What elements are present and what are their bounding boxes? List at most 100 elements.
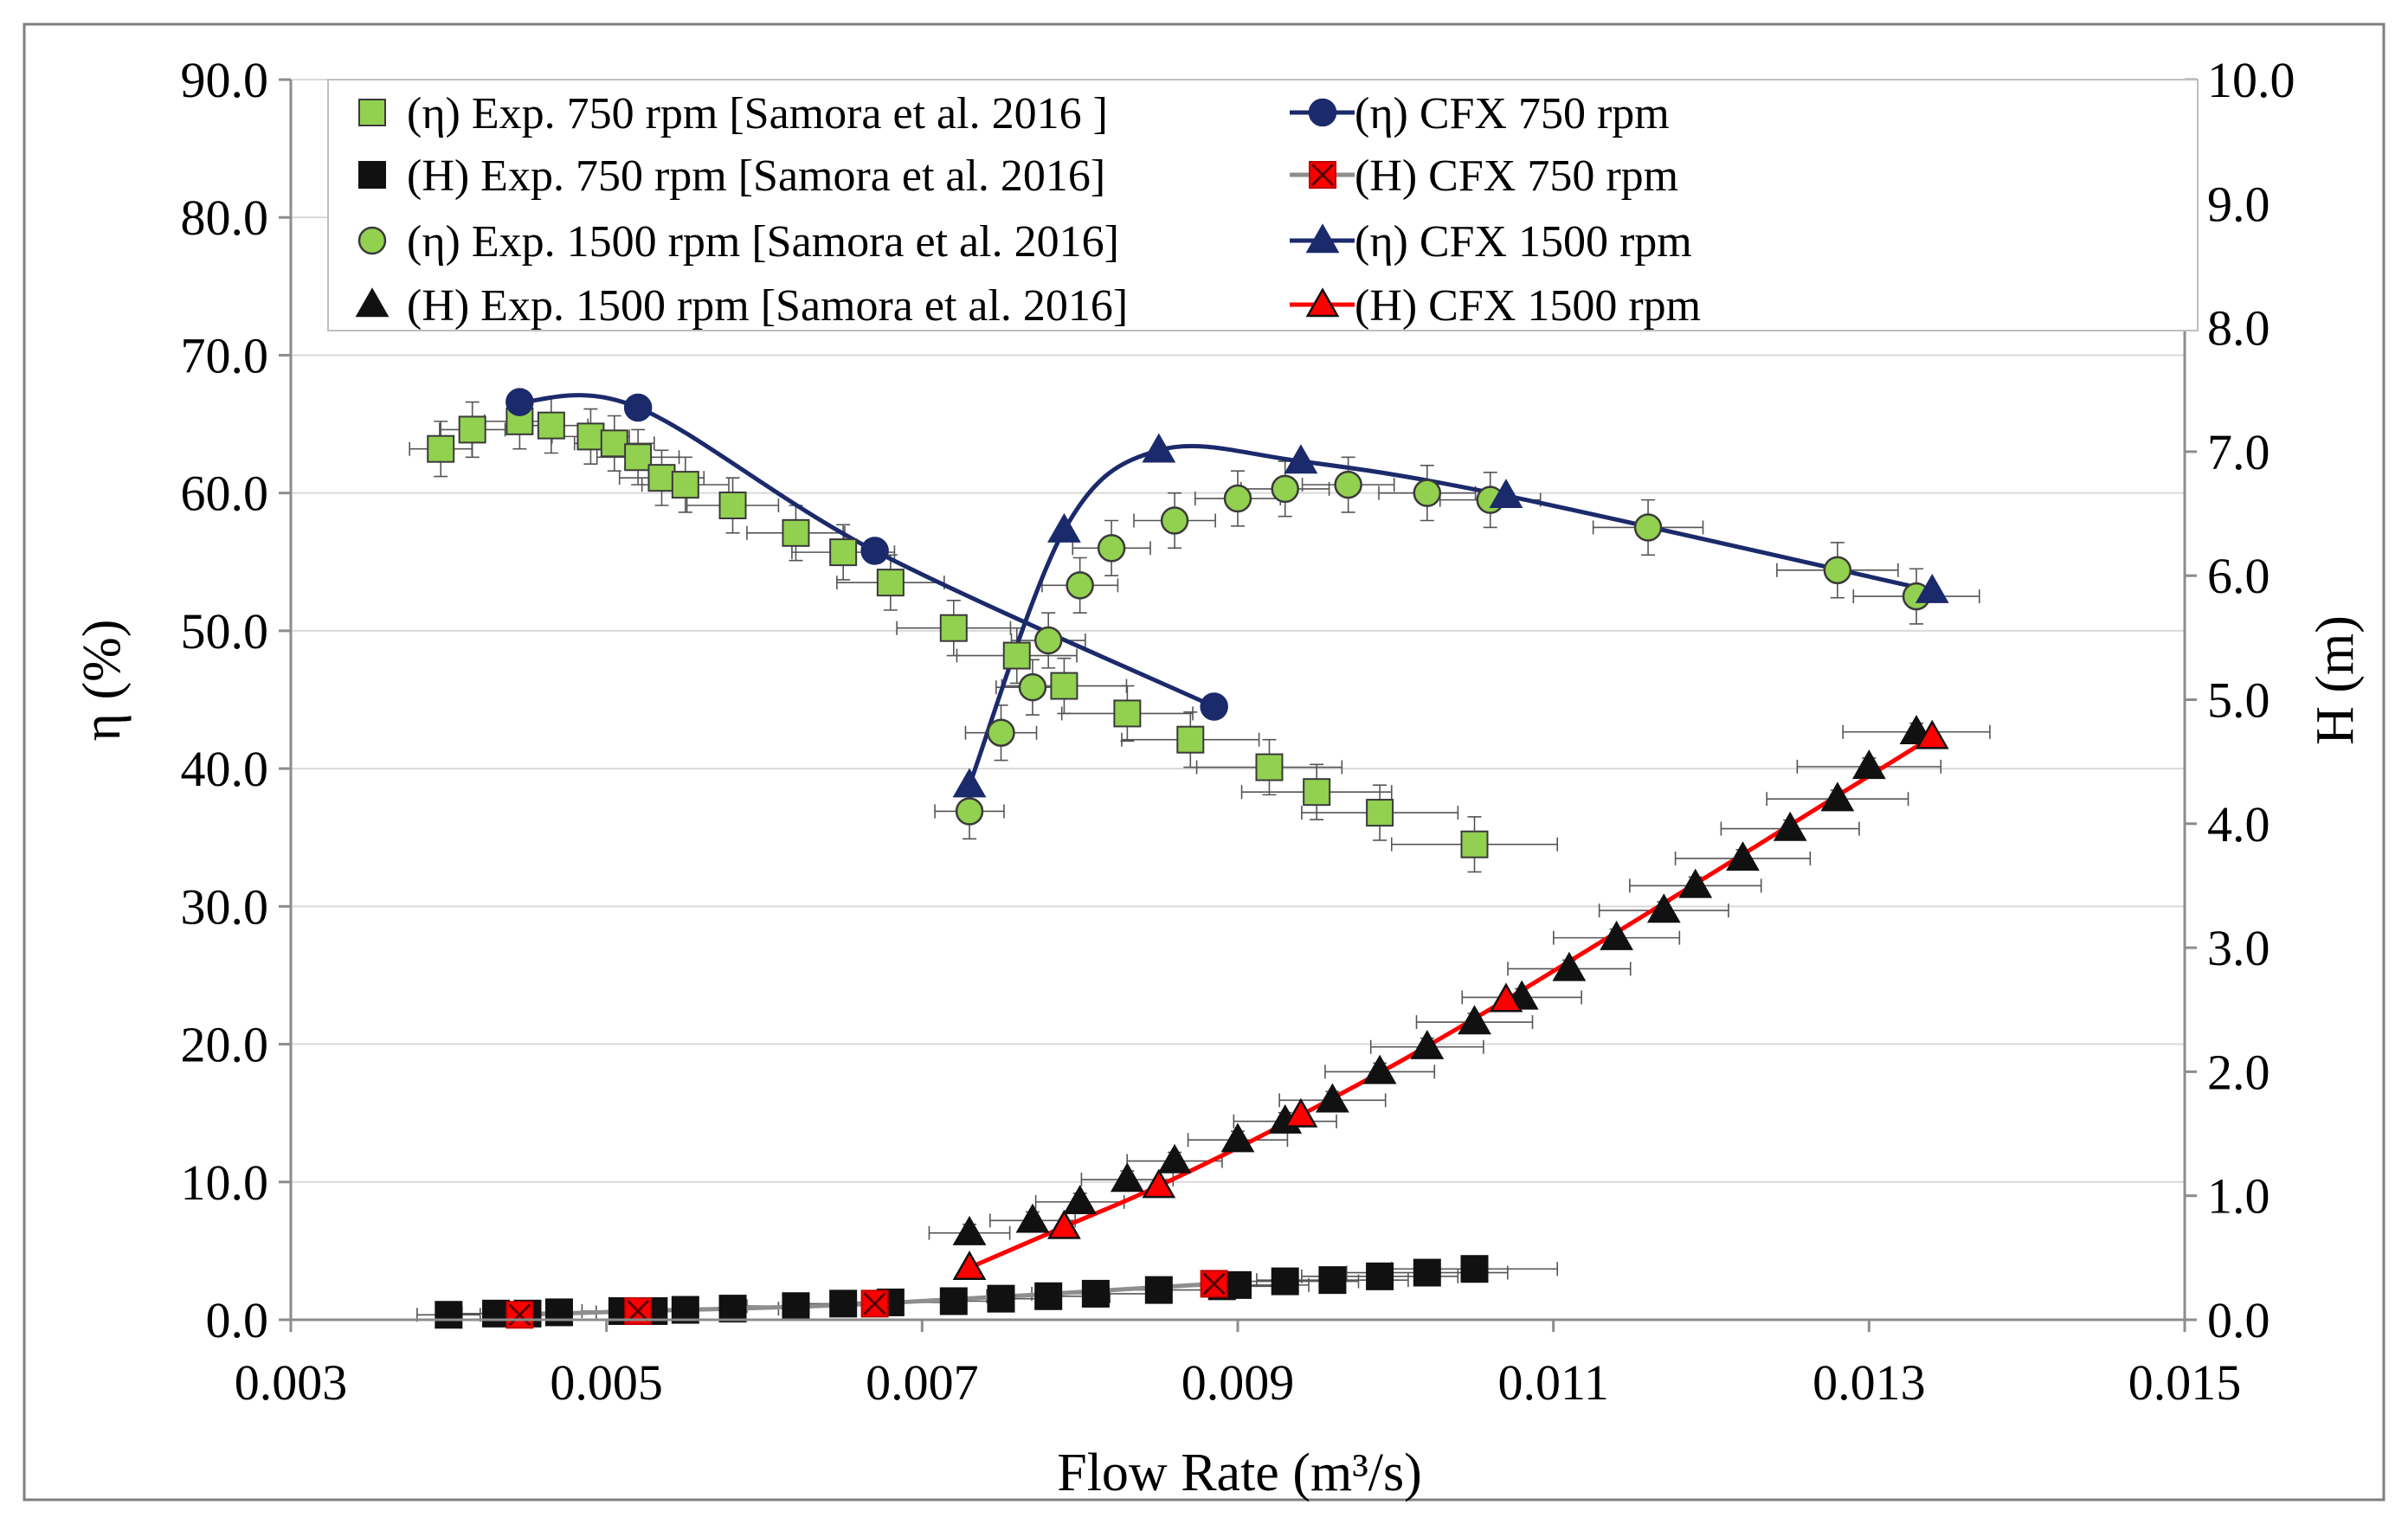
- x-tick-label: 0.003: [235, 1354, 348, 1411]
- series-3-point-cross: [863, 1292, 886, 1315]
- series-2-point: [1366, 1262, 1394, 1290]
- y-left-tick-label: 50.0: [181, 603, 269, 659]
- series-0-point: [782, 518, 810, 547]
- series-0-point: [1303, 778, 1331, 807]
- series-0-point: [624, 443, 653, 472]
- data-points: [427, 388, 1949, 1329]
- legend-label: (H) Exp. 750 rpm [Samora et al. 2016]: [407, 151, 1105, 201]
- series-6-point: [1220, 1122, 1255, 1153]
- y-left-tick-label: 20.0: [181, 1017, 269, 1073]
- series-4-point: [1823, 556, 1852, 585]
- legend-item-0: (η) Exp. 750 rpm [Samora et al. 2016 ]: [358, 89, 1108, 138]
- series-3-point-cross: [627, 1299, 650, 1323]
- series-5-point: [952, 768, 987, 798]
- axes: 0.003 0.005 0.007 0.009 0.011 0.013 0.015 0.0 10…: [181, 52, 2295, 1411]
- series-1-point: [1200, 692, 1228, 721]
- series-6-point: [1773, 811, 1807, 841]
- y-left-tick-label: 0.0: [206, 1292, 269, 1348]
- series-0-point: [1460, 830, 1489, 858]
- series-1-point: [505, 388, 534, 416]
- series-6-point: [1851, 749, 1886, 780]
- series-0-point: [718, 491, 747, 519]
- series-2-point: [1460, 1255, 1489, 1283]
- y-right-tick-label: 9.0: [2207, 176, 2270, 232]
- legend-label: (η) CFX 750 rpm: [1355, 89, 1670, 138]
- series-4-point: [1066, 571, 1094, 600]
- series-7-point: [952, 1251, 987, 1281]
- series-6-point: [1410, 1029, 1445, 1059]
- series-0-point: [427, 434, 455, 463]
- legend-marker: [1305, 287, 1340, 318]
- series-2-point: [482, 1299, 511, 1328]
- x-tick-label: 0.007: [866, 1354, 979, 1411]
- series-6-point: [1458, 1005, 1491, 1035]
- series-0-point: [600, 429, 628, 458]
- series-4-point: [1033, 626, 1063, 655]
- series-4-point: [1018, 672, 1047, 702]
- series-4-point: [1271, 474, 1299, 504]
- series-4-point: [1633, 513, 1663, 542]
- series-0-point: [537, 411, 565, 440]
- series-6-point: [1315, 1083, 1349, 1113]
- y-right-tick-label: 6.0: [2207, 548, 2270, 604]
- series-0-point: [1113, 699, 1142, 728]
- series-0-point: [1366, 799, 1394, 827]
- series-6-point: [1646, 893, 1681, 923]
- y-left-tick-label: 70.0: [181, 327, 269, 383]
- series-4-point: [1413, 479, 1442, 507]
- y-axis-right-title: H (m): [2306, 615, 2365, 745]
- y-right-tick-label: 1.0: [2207, 1168, 2270, 1225]
- series-6-point: [1678, 868, 1713, 898]
- legend-label: (H) CFX 750 rpm: [1355, 151, 1678, 201]
- series-0-point: [458, 415, 486, 444]
- series-2-point: [1271, 1267, 1299, 1296]
- series-0-point: [647, 464, 676, 492]
- series-5-point: [1489, 479, 1523, 509]
- y-right-tick-label: 7.0: [2207, 424, 2270, 480]
- series-6-point: [1015, 1203, 1050, 1233]
- y-left-tick-label: 90.0: [181, 52, 269, 108]
- series-1-point: [623, 393, 653, 422]
- y-right-tick-label: 5.0: [2207, 672, 2270, 729]
- y-right-tick-label: 10.0: [2207, 52, 2295, 108]
- series-5-point: [1047, 512, 1081, 543]
- legend-marker: [358, 161, 386, 189]
- series-0-point: [939, 614, 968, 642]
- series-2-point: [1224, 1270, 1252, 1299]
- series-4-point: [1160, 506, 1189, 535]
- legend-item-4: (η) Exp. 1500 rpm [Samora et al. 2016]: [357, 217, 1119, 267]
- series-7-point: [1142, 1168, 1176, 1199]
- series-2-point: [718, 1295, 747, 1323]
- legend-item-5: (η) CFX 1500 rpm: [1290, 217, 1692, 267]
- x-tick-label: 0.009: [1181, 1354, 1295, 1411]
- series-0-point: [1176, 725, 1205, 754]
- x-tick-label: 0.013: [1812, 1354, 1926, 1411]
- series-4-point: [955, 797, 984, 826]
- series-5-point: [1915, 573, 1949, 603]
- legend: (η) Exp. 750 rpm [Samora et al. 2016 ] (H…: [327, 79, 2199, 331]
- legend-item-3: (H) CFX 750 rpm: [1290, 151, 1678, 201]
- legend-marker: [358, 99, 386, 126]
- series-6-point: [952, 1215, 987, 1245]
- series-2-point: [1144, 1276, 1173, 1304]
- series-7-point: [1047, 1209, 1081, 1239]
- series-2-point: [829, 1289, 858, 1318]
- series-1-line: [519, 393, 1215, 709]
- series-4-point: [987, 718, 1015, 747]
- y-right-tick-label: 0.0: [2207, 1292, 2270, 1348]
- series-6-point: [1820, 781, 1855, 812]
- series-0-point: [671, 471, 699, 499]
- x-tick-label: 0.011: [1497, 1354, 1608, 1411]
- y-left-tick-label: 30.0: [181, 878, 269, 935]
- series-4-point: [1097, 534, 1126, 563]
- y-left-tick-label: 80.0: [181, 190, 269, 246]
- series-6-point: [1157, 1143, 1192, 1174]
- series-2-point: [782, 1292, 810, 1321]
- series-6-point: [1110, 1162, 1144, 1193]
- legend-marker: [1308, 98, 1337, 127]
- series-2-point: [1034, 1282, 1063, 1310]
- x-tick-label: 0.015: [2128, 1354, 2242, 1411]
- series-0-errorbar: [1060, 685, 1194, 743]
- legend-label: (η) CFX 1500 rpm: [1355, 217, 1692, 267]
